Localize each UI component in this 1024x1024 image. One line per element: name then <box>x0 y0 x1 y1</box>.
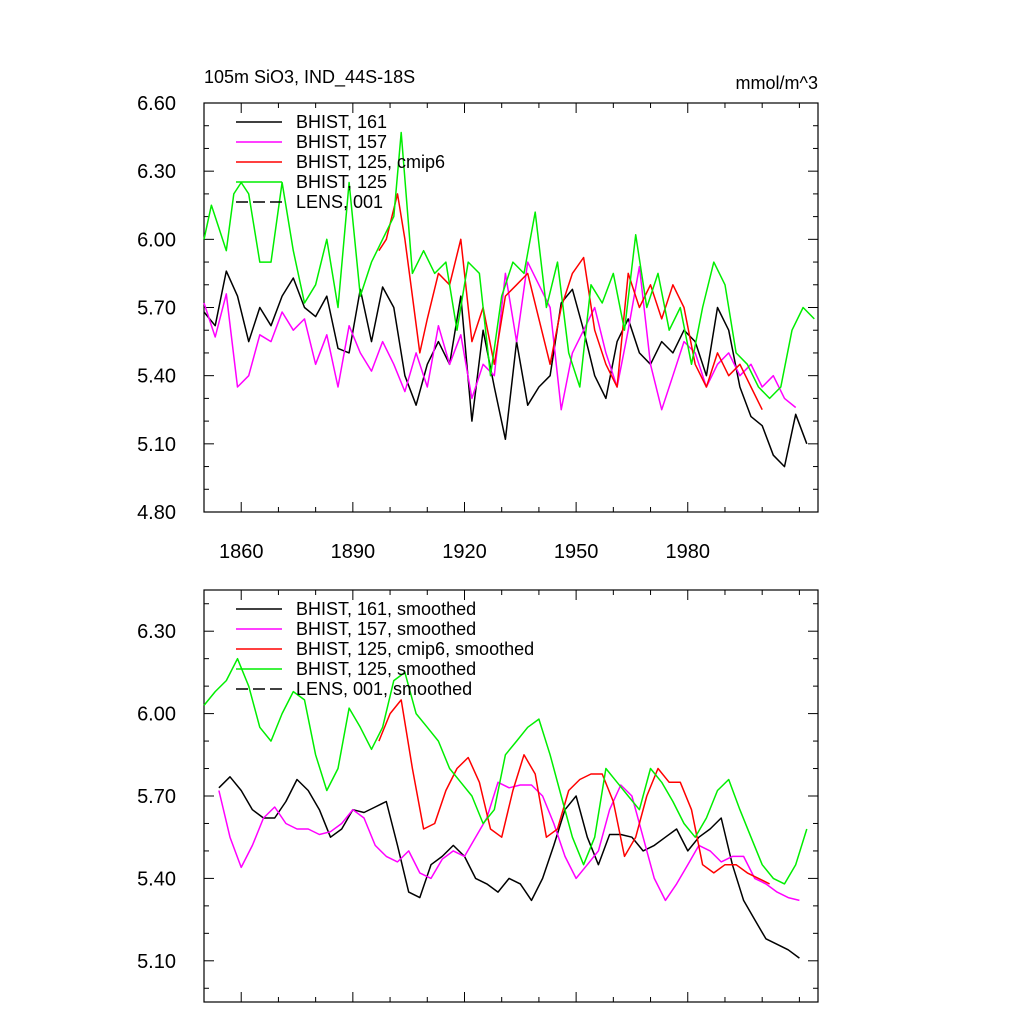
x-tick-label: 1950 <box>554 541 599 563</box>
legend-label: LENS, 001 <box>296 192 383 212</box>
y-tick-label: 5.40 <box>137 366 176 388</box>
y-tick-label: 4.80 <box>137 502 176 524</box>
y-tick-label: 5.70 <box>137 786 176 808</box>
x-tick-label: 1980 <box>666 541 711 563</box>
series-line-1 <box>218 776 800 959</box>
y-tick-label: 5.40 <box>137 868 176 890</box>
legend-label: BHIST, 157 <box>296 132 387 152</box>
chart-units: mmol/m^3 <box>736 73 818 93</box>
y-tick-label: 6.00 <box>137 229 176 251</box>
legend-label: BHIST, 157, smoothed <box>296 619 476 639</box>
bottom-panel-chart: 5.10 5.40 5.70 6.00 6.30 BHIST, 161, smoothed… <box>137 589 819 1003</box>
legend-label: BHIST, 161, smoothed <box>296 599 476 619</box>
y-tick-label: 5.10 <box>137 434 176 456</box>
y-tick-label: 5.70 <box>137 298 176 320</box>
y-tick-label: 5.10 <box>137 951 176 973</box>
series-line-2 <box>203 261 797 411</box>
x-tick-label: 1890 <box>331 541 376 563</box>
chart-title: 105m SiO3, IND_44S-18S <box>204 67 415 88</box>
x-tick-label: 1920 <box>442 541 487 563</box>
y-tick-label: 6.30 <box>137 161 176 183</box>
legend-label: LENS, 001, smoothed <box>296 679 472 699</box>
legend-label: BHIST, 125 <box>296 172 387 192</box>
y-tick-label: 6.60 <box>137 93 176 115</box>
x-tick-label: 1860 <box>219 541 264 563</box>
legend-label: BHIST, 161 <box>296 112 387 132</box>
series-line-4 <box>203 131 815 400</box>
series-line-3 <box>378 699 770 885</box>
series-line-3 <box>378 193 763 411</box>
y-tick-label: 6.30 <box>137 621 176 643</box>
legend-label: BHIST, 125, cmip6, smoothed <box>296 639 534 659</box>
top-panel-chart: 105m SiO3, IND_44S-18S mmol/m^3 1860 1890… <box>137 67 819 563</box>
series-line-2 <box>218 781 800 902</box>
legend-label: BHIST, 125, smoothed <box>296 659 476 679</box>
series-line-4 <box>203 657 808 885</box>
y-tick-label: 6.00 <box>137 704 176 726</box>
legend-label: BHIST, 125, cmip6 <box>296 152 445 172</box>
series-line-1 <box>203 270 808 468</box>
